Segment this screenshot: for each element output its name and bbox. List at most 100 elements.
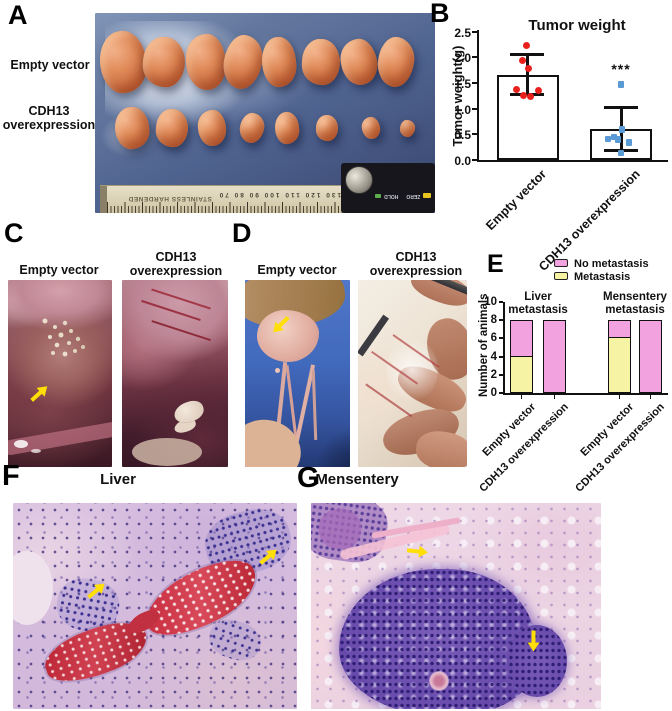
b-data-point-blue bbox=[614, 136, 622, 143]
b-y-tick-label: 0.5 bbox=[454, 128, 471, 143]
metastatic-nodules bbox=[44, 320, 46, 322]
caliper-display-row: ZERO HOLD bbox=[375, 191, 431, 201]
panel-a-tumor-photo: STAINLESS HARDENED 150 140 130 120 110 1… bbox=[95, 13, 435, 213]
e-x-axis bbox=[503, 393, 668, 395]
e-bar-0-0 bbox=[510, 320, 533, 393]
e-x-tick-label: Empty vector bbox=[578, 401, 636, 459]
white-tissue-blob bbox=[171, 397, 207, 427]
e-y-axis bbox=[503, 301, 505, 395]
panel-d-label: D bbox=[232, 218, 252, 248]
b-data-point-red bbox=[526, 92, 534, 100]
chart-b-significance: *** bbox=[611, 61, 631, 77]
panel-e-chart: No metastasis Metastasis Liver metastasi… bbox=[470, 250, 672, 495]
mesentery-nodules bbox=[275, 368, 280, 373]
panel-c-col-label-cdh13: CDH13 overexpression bbox=[129, 250, 223, 279]
e-legend-swatch-0 bbox=[554, 259, 568, 267]
panel-b-chart: Tumor weight Tumor weight(g) *** 0.0 0.5 1… bbox=[430, 0, 672, 274]
e-y-tick-mark bbox=[499, 355, 503, 358]
b-y-tick-mark bbox=[472, 107, 477, 110]
chart-b-title: Tumor weight bbox=[528, 17, 626, 34]
b-data-point-red bbox=[519, 91, 527, 99]
e-y-tick-label: 0 bbox=[490, 387, 497, 399]
panel-c-liver-photo-cdh13 bbox=[122, 280, 228, 467]
caliper-hold-label: HOLD bbox=[384, 193, 399, 199]
b-data-point-blue bbox=[625, 139, 633, 146]
tissue-band bbox=[8, 418, 112, 457]
e-y-tick-label: 10 bbox=[484, 295, 497, 308]
metastasis-arrow-icon bbox=[30, 390, 43, 402]
b-data-point-blue bbox=[617, 81, 625, 88]
b-error-cap bbox=[604, 106, 638, 110]
b-data-point-red bbox=[522, 41, 530, 49]
b-data-point-blue bbox=[618, 126, 626, 133]
e-y-tick-mark bbox=[499, 337, 503, 340]
metastasis-arrow-icon bbox=[406, 548, 421, 554]
lymphoid-mass-lobe bbox=[507, 625, 567, 697]
panel-a-label: A bbox=[8, 0, 28, 30]
e-y-tick-mark bbox=[499, 392, 503, 394]
panel-b-label: B bbox=[430, 0, 450, 28]
b-y-tick-mark bbox=[472, 56, 477, 59]
b-y-tick-mark bbox=[472, 133, 477, 136]
tumor-empty-vector-6 bbox=[300, 38, 342, 86]
ruler-tick-marks-major bbox=[107, 202, 392, 213]
germinal-ring bbox=[429, 671, 449, 691]
e-legend-swatch-1 bbox=[554, 272, 568, 280]
b-error-cap bbox=[510, 52, 544, 56]
panel-d-col-label-empty-vector: Empty vector bbox=[257, 263, 337, 277]
panel-a-row-label-empty-vector: Empty vector bbox=[10, 58, 90, 72]
b-y-tick-mark bbox=[472, 82, 477, 84]
metastasis-arrow-icon bbox=[531, 630, 536, 644]
e-group-title-liver: Liver metastasis bbox=[508, 291, 568, 316]
b-y-tick-label: 2.5 bbox=[454, 25, 471, 40]
e-y-tick-label: 4 bbox=[490, 350, 497, 363]
panel-g-histology-image bbox=[311, 503, 601, 709]
blood-vessel bbox=[151, 288, 211, 310]
b-x-axis bbox=[477, 160, 668, 162]
panel-d-mesentery-photo-empty-vector bbox=[245, 280, 350, 467]
panel-f-label: F bbox=[2, 460, 20, 492]
b-y-tick-label: 2.0 bbox=[454, 51, 471, 66]
panel-c-caption: Liver bbox=[100, 471, 136, 488]
panel-d-caption: Mensentery bbox=[315, 471, 399, 488]
e-bar-0-1 bbox=[543, 320, 566, 393]
tumor-cdh13-7 bbox=[360, 115, 382, 141]
forceps bbox=[358, 314, 390, 357]
panel-d-col-label-cdh13: CDH13 overexpression bbox=[369, 250, 463, 279]
ruler-endcap bbox=[100, 186, 107, 213]
e-x-tick-mark bbox=[553, 395, 556, 399]
b-data-point-blue bbox=[604, 135, 612, 143]
pale-region bbox=[13, 551, 53, 625]
shadow-corner bbox=[313, 428, 350, 467]
e-y-tick-mark bbox=[499, 300, 503, 303]
e-bar-1-0 bbox=[608, 320, 631, 393]
b-data-point-blue bbox=[617, 149, 625, 157]
e-bar-metastasis-segment bbox=[511, 355, 532, 392]
e-y-tick-label: 8 bbox=[490, 314, 497, 326]
caliper-zero-label: ZERO bbox=[406, 193, 421, 199]
e-bar-metastasis-segment bbox=[609, 337, 630, 392]
b-y-tick-label: 1.0 bbox=[454, 102, 471, 117]
caliper-hold-chip bbox=[375, 194, 382, 198]
e-y-tick-label: 6 bbox=[490, 332, 497, 345]
panel-c-liver-photo-empty-vector bbox=[8, 280, 112, 467]
b-y-tick-mark bbox=[472, 30, 477, 33]
b-data-point-red bbox=[524, 65, 532, 73]
tumor-empty-vector-8 bbox=[375, 35, 417, 89]
b-data-point-red bbox=[518, 57, 526, 65]
b-y-tick-label: 0.0 bbox=[454, 154, 471, 168]
e-legend-label-no-metastasis: No metastasis bbox=[574, 258, 649, 270]
panel-e-label: E bbox=[487, 250, 504, 278]
tumor-empty-vector-7 bbox=[337, 36, 381, 88]
panel-a-row-label-cdh13: CDH13 overexpression bbox=[2, 104, 96, 133]
tumor-cdh13-5 bbox=[273, 110, 301, 146]
e-bar-1-1 bbox=[639, 320, 662, 393]
b-data-point-red bbox=[534, 86, 542, 94]
b-x-tick-label: Empty vector bbox=[482, 167, 549, 233]
cream-tissue bbox=[132, 438, 202, 466]
ruler-brand-text: STAINLESS HARDENED bbox=[128, 195, 212, 202]
tumor-cdh13-6 bbox=[315, 114, 339, 142]
b-y-tick-mark bbox=[472, 159, 477, 161]
e-x-tick-mark bbox=[520, 395, 523, 399]
